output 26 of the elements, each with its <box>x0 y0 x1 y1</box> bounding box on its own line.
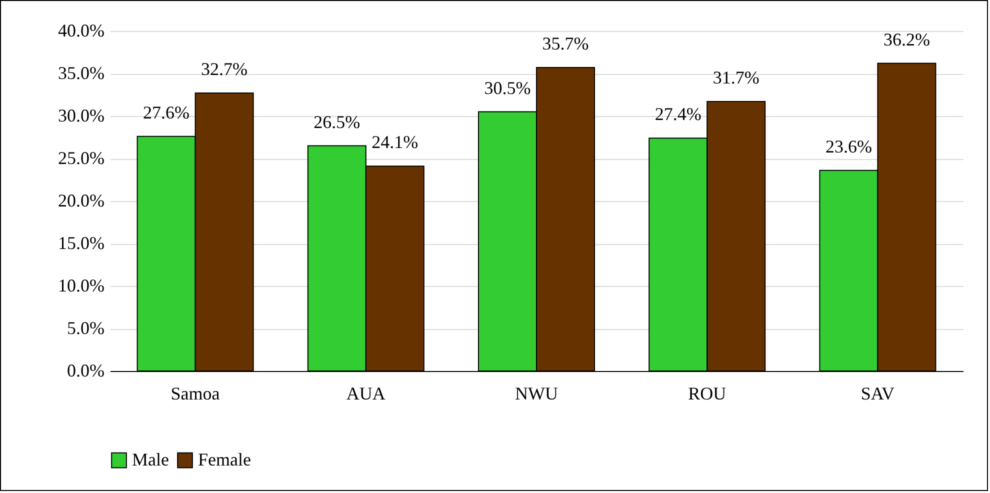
x-tick-label: AUA <box>346 384 386 404</box>
x-tick-label: SAV <box>860 384 895 404</box>
y-tick-label: 40.0% <box>58 20 104 40</box>
y-tick-label: 20.0% <box>58 190 104 210</box>
data-label: 32.7% <box>201 59 248 80</box>
y-tick-label: 35.0% <box>58 63 104 83</box>
data-label: 27.4% <box>654 104 702 124</box>
data-label: 26.5% <box>314 112 360 132</box>
y-tick-label: 25.0% <box>58 148 104 168</box>
x-tick-label: NWU <box>515 384 558 404</box>
legend-label: Male <box>132 449 169 470</box>
x-tick-label: Samoa <box>170 384 220 404</box>
data-label: 23.6% <box>825 136 872 156</box>
y-tick-label: 30.0% <box>58 106 104 126</box>
data-label: 31.7% <box>712 68 760 88</box>
y-tick-label: 0.0% <box>67 360 104 380</box>
data-label: 36.2% <box>883 29 930 50</box>
x-tick-label: ROU <box>688 384 726 404</box>
data-label: 35.7% <box>542 34 589 54</box>
data-label: 30.5% <box>484 78 531 98</box>
y-tick-label: 15.0% <box>58 233 104 253</box>
data-label: 27.6% <box>143 102 190 122</box>
data-label: 24.1% <box>372 132 418 152</box>
y-tick-label: 10.0% <box>58 276 104 296</box>
y-tick-label: 5.0% <box>67 318 104 338</box>
legend-label: Female <box>198 449 251 470</box>
